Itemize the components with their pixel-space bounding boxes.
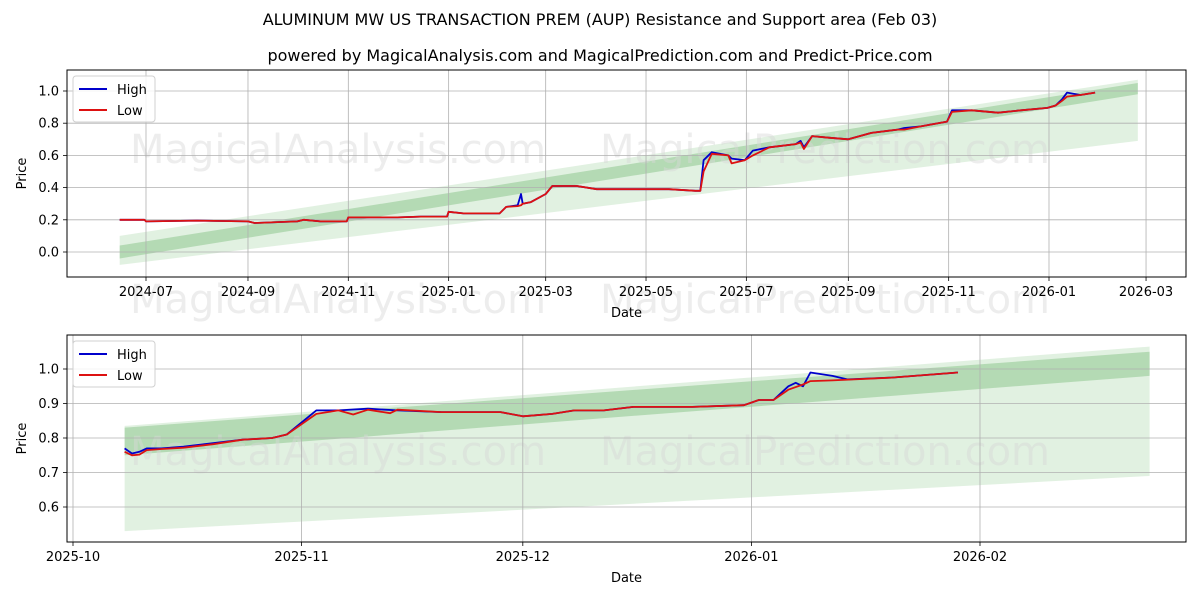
y-tick-label: 0.8 (38, 432, 59, 447)
y-tick-label: 0.4 (38, 181, 59, 196)
x-tick-label: 2025-07 (719, 285, 773, 300)
x-tick-label: 2025-11 (274, 550, 328, 565)
y-tick-label: 0.7 (38, 466, 59, 481)
x-tick-label: 2026-02 (953, 550, 1007, 565)
x-tick-label: 2025-05 (619, 285, 673, 300)
y-tick-label: 0.8 (38, 117, 59, 132)
low-line (119, 91, 1096, 224)
watermark: MagicalAnalysis.com (130, 277, 546, 323)
y-tick-label: 0.6 (38, 149, 59, 164)
x-tick-label: 2026-01 (1022, 285, 1076, 300)
legend: High Low (72, 75, 156, 123)
watermark: MagicalPrediction.com (600, 127, 1050, 173)
y-tick-label: 0.6 (38, 501, 59, 516)
x-tick-label: 2025-09 (821, 285, 875, 300)
y-tick-label: 0.9 (38, 397, 59, 412)
outer-support-resistance-band (119, 79, 1138, 265)
x-tick-label: 2025-11 (922, 285, 976, 300)
x-tick-label: 2025-01 (421, 285, 475, 300)
full-history-plot: MagicalAnalysis.com MagicalPrediction.com… (15, 69, 1187, 323)
price-series (124, 371, 958, 457)
grid: 2025-10 2025-11 2025-12 2026-01 2026-02 0.6 0.… (38, 335, 1186, 565)
x-tick-label: 2024-09 (221, 285, 275, 300)
y-axis-label: Price (15, 423, 30, 455)
x-axis-label: Date (611, 306, 642, 321)
chart-subtitle: powered by MagicalAnalysis.com and Magic… (267, 46, 933, 65)
x-tick-label: 2025-12 (496, 550, 550, 565)
x-axis-label: Date (611, 571, 642, 586)
outer-support-resistance-band (124, 346, 1150, 532)
axes-frame (66, 69, 1187, 278)
chart-title: ALUMINUM MW US TRANSACTION PREM (AUP) Re… (262, 10, 938, 29)
y-axis-label: Price (15, 158, 30, 190)
legend-high-label: High (117, 348, 147, 363)
legend-low-label: Low (117, 104, 143, 119)
recent-zoom-plot: MagicalAnalysis.com MagicalPrediction.com… (15, 334, 1187, 586)
legend: High Low (72, 340, 156, 388)
watermark: MagicalPrediction.com (600, 277, 1050, 323)
support-resistance-bands (119, 79, 1138, 265)
y-tick-label: 0.2 (38, 213, 59, 228)
y-tick-label: 1.0 (38, 85, 59, 100)
x-tick-label: 2024-11 (321, 285, 375, 300)
x-tick-label: 2026-01 (724, 550, 778, 565)
watermark: MagicalPrediction.com (600, 429, 1050, 475)
x-tick-label: 2024-07 (119, 285, 173, 300)
legend-low-label: Low (117, 369, 143, 384)
axes-frame (66, 334, 1187, 543)
price-series (119, 91, 1096, 224)
watermark: MagicalAnalysis.com (130, 127, 546, 173)
low-line (124, 371, 958, 457)
inner-support-resistance-band (119, 82, 1138, 259)
y-tick-label: 0.0 (38, 246, 59, 261)
x-tick-label: 2025-03 (519, 285, 573, 300)
watermark: MagicalAnalysis.com (130, 429, 546, 475)
x-tick-label: 2025-10 (46, 550, 100, 565)
legend-high-label: High (117, 83, 147, 98)
grid: 2024-07 2024-09 2024-11 2025-01 2025-03 2025-… (38, 70, 1186, 300)
y-tick-label: 1.0 (38, 363, 59, 378)
x-tick-label: 2026-03 (1119, 285, 1173, 300)
